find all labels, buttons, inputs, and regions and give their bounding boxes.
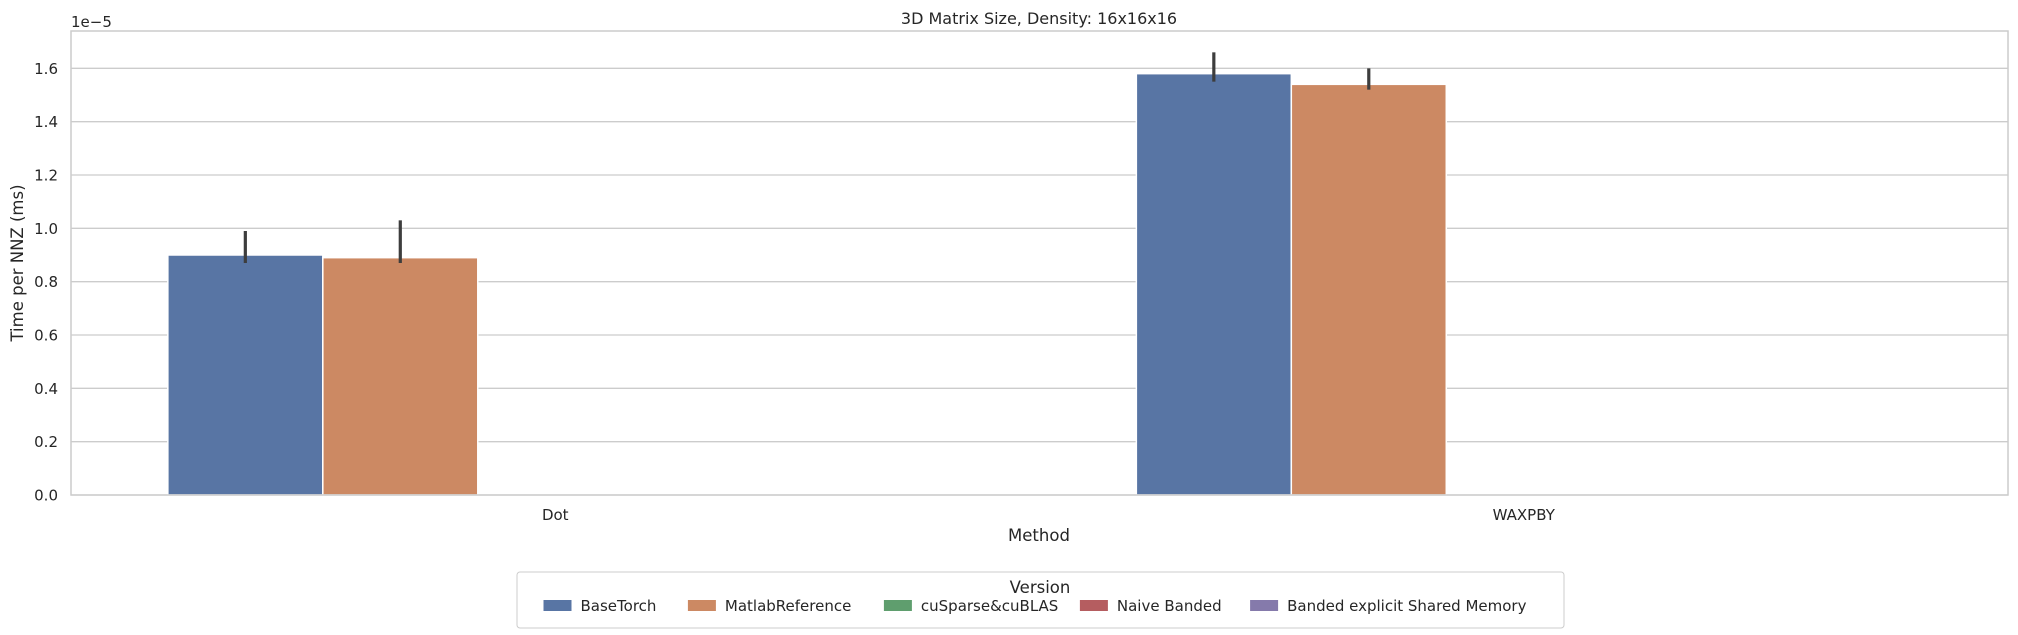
- legend-label-matlabreference: MatlabReference: [725, 597, 851, 615]
- bar-matlabreference-dot: [322, 256, 479, 496]
- y-tick-label: 1.4: [34, 113, 58, 131]
- legend-label-cusparse-cublas: cuSparse&cuBLAS: [921, 597, 1058, 615]
- bar-matlabreference-waxpby: [1290, 83, 1448, 496]
- legend-swatch-cusparse-cublas: [883, 600, 912, 611]
- y-tick-label: 0.8: [34, 273, 58, 291]
- y-tick-label: 0.4: [34, 380, 58, 398]
- y-tick-label: 1.0: [34, 220, 58, 238]
- x-axis-label: Method: [1008, 526, 1070, 545]
- bar-basetorch-dot: [167, 254, 324, 496]
- y-tick-label: 0.0: [34, 487, 58, 505]
- bars-layer: [167, 72, 1448, 496]
- legend-swatch-banded-explicit-shared-memory: [1250, 600, 1279, 611]
- y-axis-label: Time per NNZ (ms): [8, 184, 27, 342]
- y-tick-label: 0.2: [34, 433, 58, 451]
- error-bars-layer: [243, 52, 1371, 263]
- legend-label-basetorch: BaseTorch: [581, 597, 657, 615]
- chart-title: 3D Matrix Size, Density: 16x16x16: [901, 9, 1177, 28]
- legend-label-naive-banded: Naive Banded: [1117, 597, 1222, 615]
- legend-label-banded-explicit-shared-memory: Banded explicit Shared Memory: [1287, 597, 1526, 615]
- y-tick-labels: 0.0 0.2 0.4 0.6 0.8 1.0 1.2 1.4 1.6: [34, 60, 58, 505]
- bar-basetorch-waxpby: [1135, 72, 1293, 496]
- legend-swatch-naive-banded: [1079, 600, 1108, 611]
- legend-frame: [516, 571, 1565, 629]
- legend-items: BaseTorch MatlabReference cuSparse&cuBLAS N…: [543, 597, 1527, 615]
- legend-swatch-basetorch: [543, 600, 572, 611]
- y-offset-label: 1e−5: [71, 13, 112, 31]
- x-tick-label: Dot: [542, 506, 569, 524]
- x-tick-label: WAXPBY: [1493, 506, 1556, 524]
- y-tick-label: 1.2: [34, 167, 58, 185]
- plot-frame: [70, 30, 2009, 496]
- legend-title: Version: [1010, 578, 1071, 597]
- y-tick-label: 0.6: [34, 327, 58, 345]
- legend-swatch-matlabreference: [687, 600, 716, 611]
- x-tick-labels: Dot WAXPBY: [542, 506, 1556, 524]
- y-tick-label: 1.6: [34, 60, 58, 78]
- legend: Version BaseTorch MatlabReference cuSparse…: [516, 571, 1565, 629]
